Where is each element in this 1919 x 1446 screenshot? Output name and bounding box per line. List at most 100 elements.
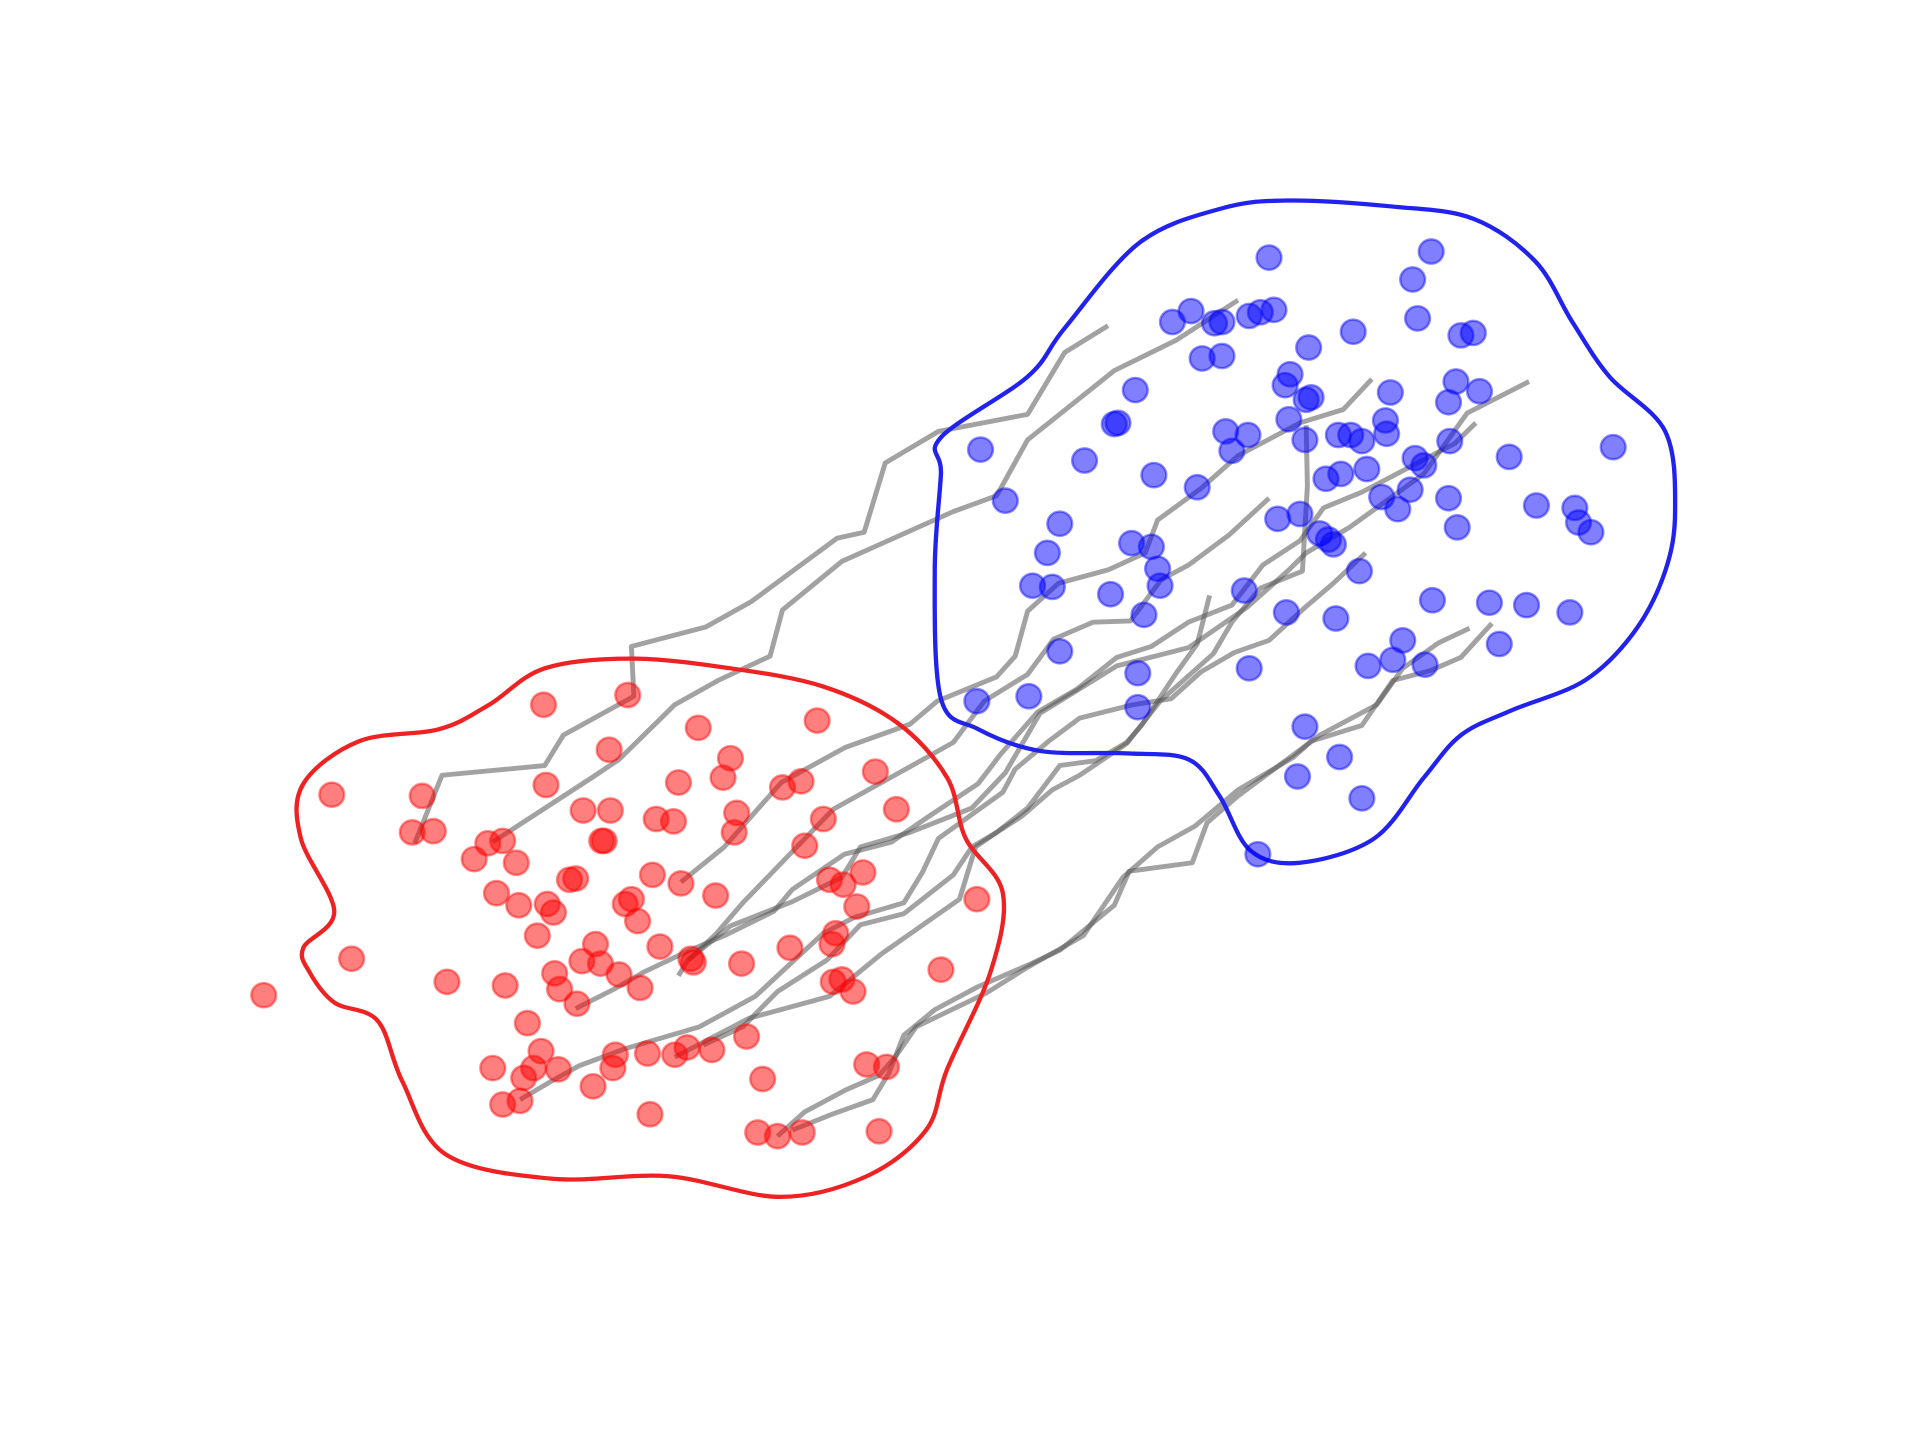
red-point (433, 968, 461, 996)
blue-point (1322, 605, 1350, 632)
blue-cluster-contour (932, 198, 1678, 866)
blue-point (1325, 743, 1354, 771)
blue-point (1208, 308, 1236, 336)
red-point (601, 1041, 629, 1069)
blue-point (1235, 654, 1263, 682)
trajectory-line (491, 298, 1240, 845)
blue-point (1291, 426, 1319, 454)
blue-point (1512, 591, 1541, 619)
red-point (523, 922, 551, 950)
red-point (506, 1087, 534, 1115)
red-point (491, 972, 519, 999)
blue-point (1140, 461, 1168, 489)
red-point (927, 956, 955, 984)
red-point (803, 707, 831, 734)
red-point (673, 1034, 701, 1061)
blue-point (1577, 518, 1605, 546)
blue-point (1319, 531, 1348, 558)
blue-point (963, 687, 991, 715)
red-point (788, 1119, 816, 1146)
blue-point (1556, 599, 1584, 626)
red-point (563, 990, 591, 1018)
blue-point (1354, 652, 1382, 680)
red-point (318, 781, 346, 809)
red-point (586, 950, 615, 977)
red-point (732, 1023, 761, 1050)
red-point (636, 1100, 664, 1128)
blue-point (1183, 473, 1211, 501)
red-point (749, 1065, 777, 1093)
blue-point (1283, 763, 1312, 790)
red-point (809, 805, 837, 833)
red-point (502, 849, 530, 877)
blue-point (1297, 383, 1325, 411)
trajectory-line (673, 425, 1310, 1060)
red-point (250, 981, 278, 1009)
red-point (408, 782, 436, 810)
red-point (829, 871, 857, 898)
blue-point (1295, 334, 1323, 361)
blue-point (1038, 573, 1066, 601)
blue-point (1410, 452, 1438, 479)
blue-point (1399, 266, 1427, 293)
red-point (679, 949, 707, 976)
red-point (539, 899, 568, 926)
red-point (727, 950, 756, 977)
red-point (763, 1122, 792, 1150)
blue-point (1348, 427, 1376, 455)
red-point (638, 861, 667, 889)
red-point (865, 1117, 893, 1145)
trajectory-line (574, 421, 1478, 1011)
red-point (569, 797, 597, 824)
blue-point (1373, 420, 1401, 448)
blue-point (1384, 495, 1412, 523)
red-point (544, 1055, 572, 1083)
blue-point (1124, 659, 1152, 687)
trajectory-line (679, 377, 1374, 885)
red-point (605, 961, 633, 988)
red-point (646, 933, 674, 960)
blue-point (1396, 476, 1424, 504)
red-point (791, 832, 819, 860)
red-point (596, 797, 624, 824)
red-point (614, 681, 642, 709)
red-point (562, 865, 590, 892)
red-point (595, 736, 623, 764)
blue-point (1137, 533, 1166, 561)
trajectory-line (702, 594, 1212, 1048)
blue-point (1485, 630, 1513, 658)
red-point (667, 870, 695, 897)
red-point (861, 758, 889, 785)
blue-point (1130, 601, 1158, 629)
blue-point (1403, 304, 1432, 332)
blue-point (1121, 376, 1149, 404)
red-point (698, 1036, 726, 1064)
blue-point (1124, 693, 1152, 721)
blue-point (1146, 572, 1174, 600)
red-point (882, 795, 910, 823)
red-point (337, 945, 366, 973)
red-point (529, 691, 558, 719)
density-contours (294, 198, 1678, 1200)
red-point (849, 859, 877, 886)
blue-point (966, 436, 995, 463)
blue-point (1046, 510, 1074, 538)
blue-point (1465, 377, 1494, 405)
red-point (545, 975, 574, 1003)
blue-point (1286, 500, 1314, 528)
blue-point (1208, 342, 1236, 370)
blue-point (1096, 580, 1125, 608)
red-point (659, 808, 688, 835)
red-point (579, 1072, 607, 1100)
blue-point (1436, 427, 1464, 455)
red-point (822, 919, 850, 947)
blue-point (1495, 443, 1523, 471)
blue-point (1443, 513, 1471, 541)
blue-point (1459, 319, 1487, 347)
blue-point (1434, 484, 1463, 512)
blue-point (1177, 297, 1205, 325)
red-point (723, 799, 751, 827)
blue-point (1244, 840, 1272, 868)
red-point (532, 771, 560, 799)
